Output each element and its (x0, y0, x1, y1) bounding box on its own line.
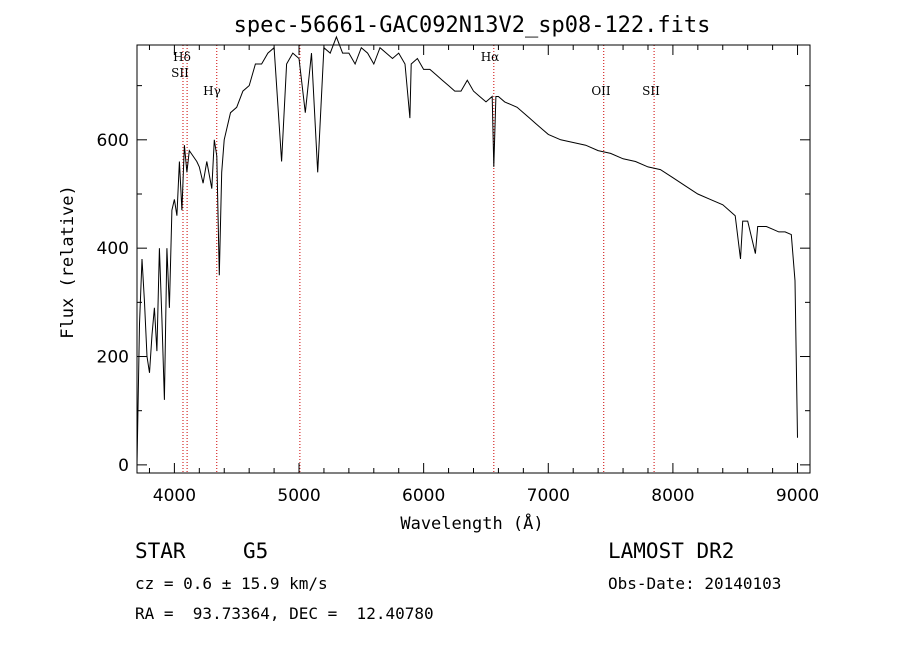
x-tick-label-1: 5000 (277, 486, 320, 506)
marker-label-1: SII (171, 66, 189, 80)
y-tick-label-1: 200 (97, 348, 129, 368)
x-tick-label-4: 8000 (651, 486, 694, 506)
x-tick-label-2: 6000 (402, 486, 445, 506)
line-markers: Hδ SII Hγ Hα OII SII (171, 45, 660, 473)
marker-label-5: OII (591, 84, 611, 98)
x-axis-label: Wavelength (Å) (400, 512, 543, 534)
plot-frame (136, 44, 811, 474)
marker-label-2: Hγ (203, 84, 221, 98)
y-axis-label: Flux (relative) (58, 185, 78, 339)
marker-label-0: Hδ (173, 50, 191, 64)
survey-name: LAMOST DR2 (608, 539, 735, 563)
spectral-subclass: G5 (243, 539, 269, 563)
redshift-value: cz = 0.6 ± 15.9 km/s (135, 574, 328, 593)
x-tick-label-0: 4000 (153, 486, 196, 506)
chart-title: spec-56661-GAC092N13V2_sp08-122.fits (234, 13, 711, 38)
y-tick-label-3: 600 (97, 131, 129, 151)
spectrum-series-line (136, 35, 798, 465)
object-type: STAR (135, 539, 186, 563)
axis-ticks: 4000 5000 6000 7000 8000 9000 0 200 400 600 (97, 45, 819, 506)
marker-label-4: Hα (481, 50, 500, 64)
marker-label-6: SII (642, 84, 660, 98)
x-tick-label-5: 9000 (776, 486, 819, 506)
coordinates: RA = 93.73364, DEC = 12.40780 (135, 604, 434, 623)
y-tick-label-0: 0 (118, 456, 129, 476)
x-tick-label-3: 7000 (527, 486, 570, 506)
y-tick-label-2: 400 (97, 239, 129, 259)
observation-date: Obs-Date: 20140103 (608, 574, 782, 593)
